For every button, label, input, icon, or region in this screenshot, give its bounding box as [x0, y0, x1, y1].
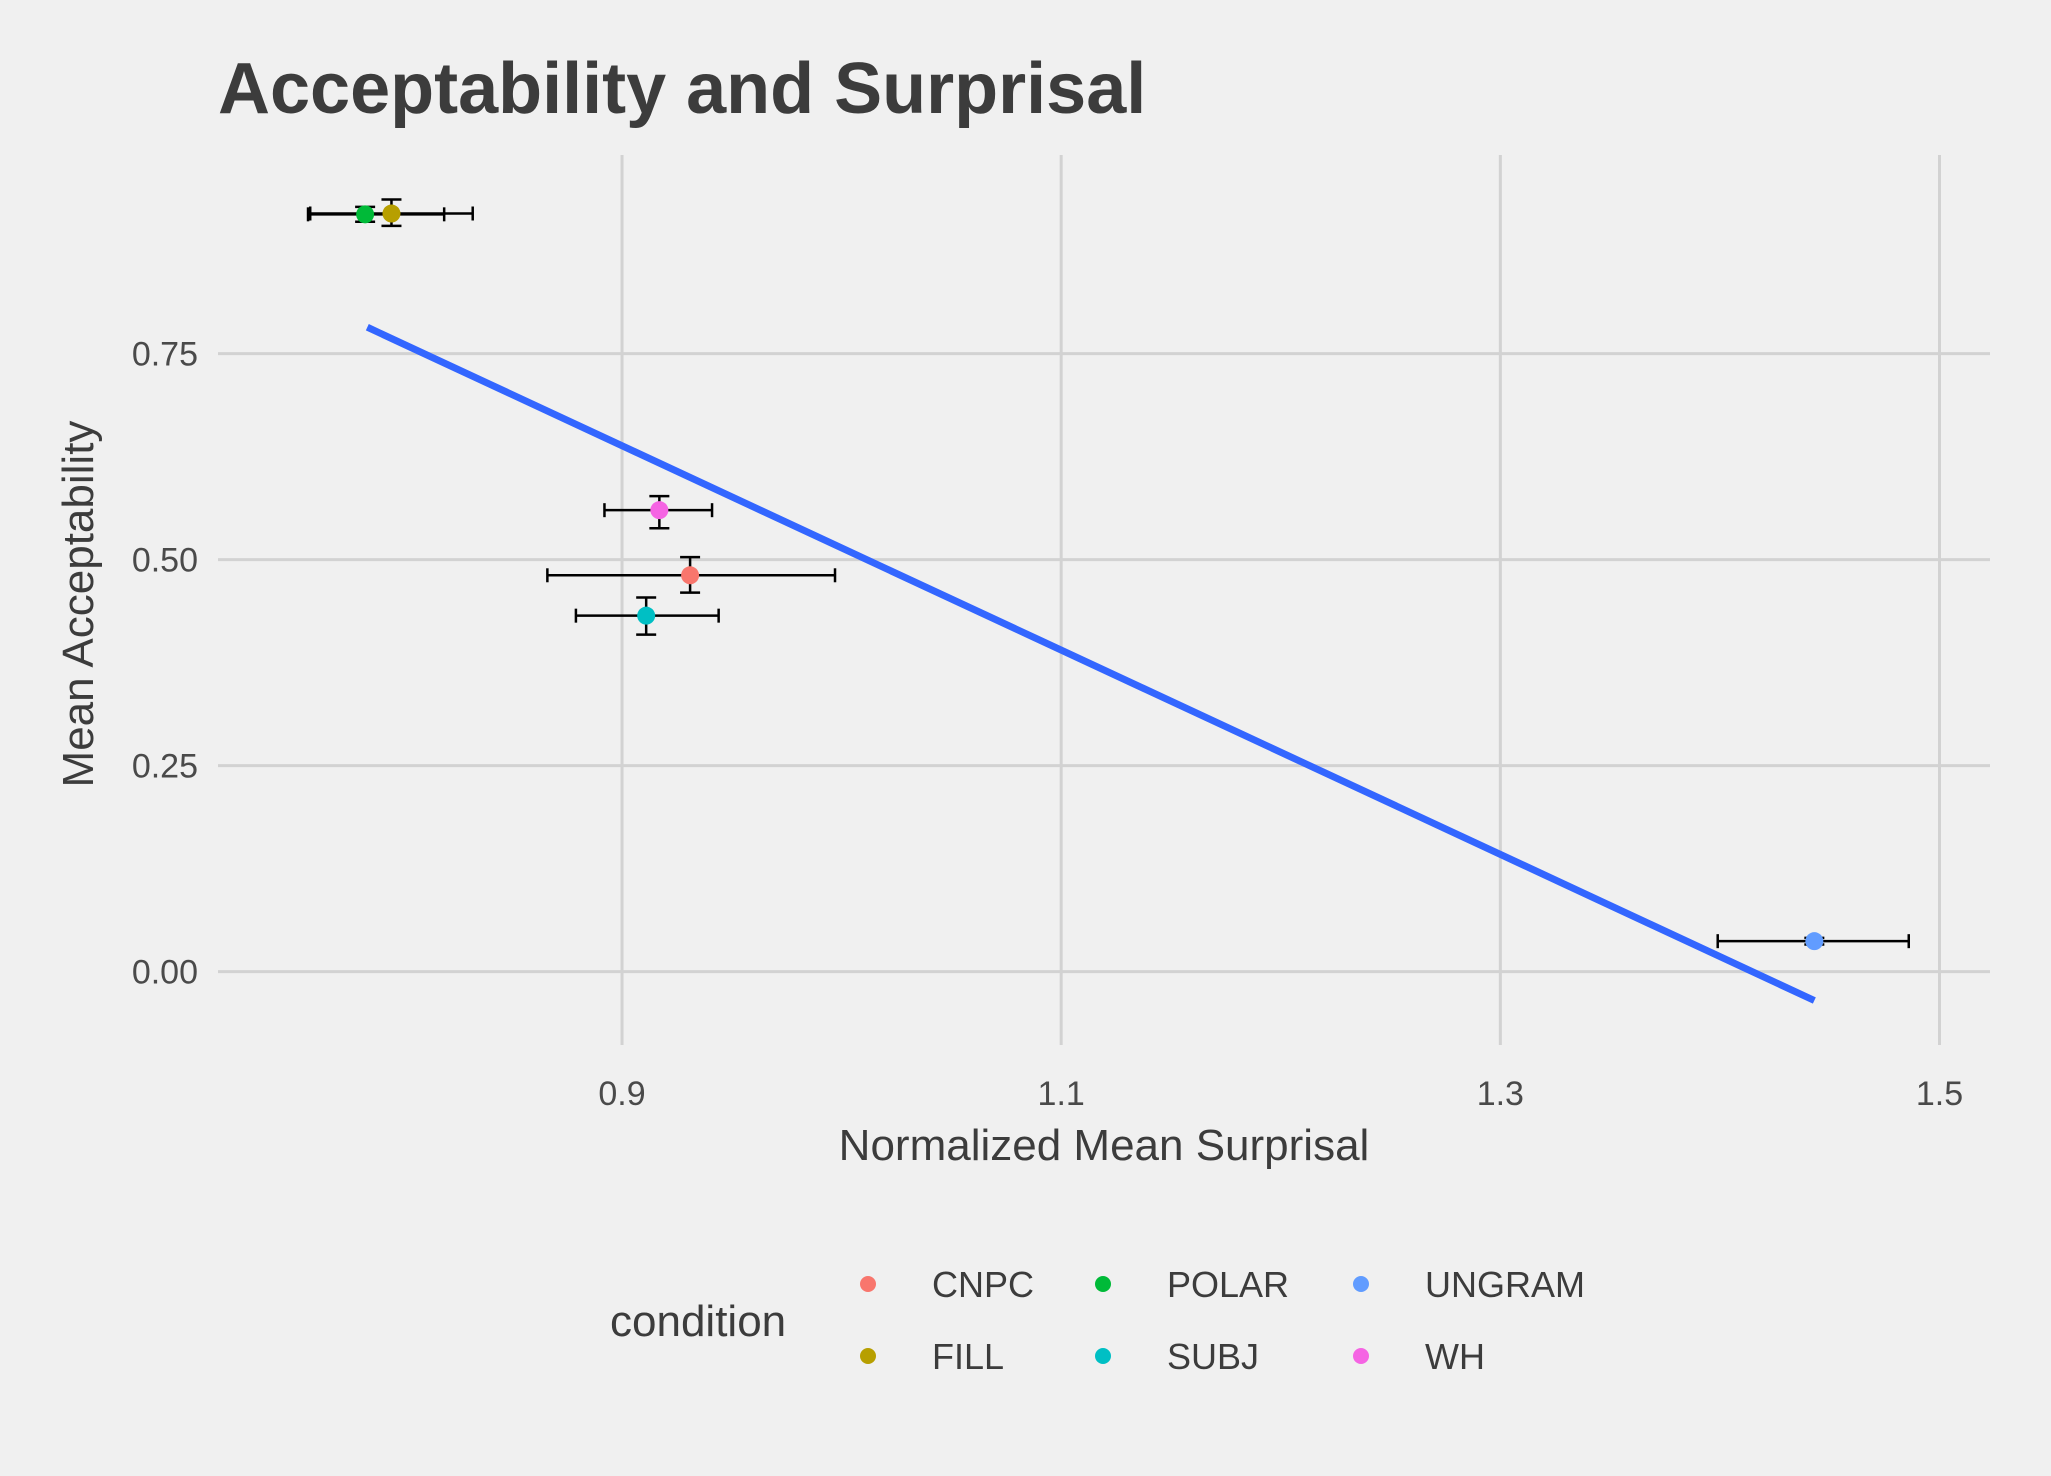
- legend-label: UNGRAM: [1425, 1264, 1585, 1305]
- legend: condition CNPC FILL POLAR SUBJ UNGRAM WH: [610, 1264, 1585, 1377]
- point-fill: [382, 204, 401, 223]
- point-wh: [650, 501, 669, 520]
- legend-label: FILL: [932, 1336, 1004, 1377]
- legend-item-cnpc: CNPC: [860, 1264, 1034, 1305]
- legend-item-ungram: UNGRAM: [1353, 1264, 1585, 1305]
- legend-label: CNPC: [932, 1264, 1034, 1305]
- x-tick-label: 1.1: [1038, 1075, 1085, 1113]
- legend-title: condition: [610, 1297, 786, 1346]
- x-tick-label: 1.3: [1477, 1075, 1524, 1113]
- point-cnpc: [681, 566, 700, 585]
- y-tick-label: 0.00: [132, 954, 198, 992]
- legend-key-ungram: [1353, 1276, 1369, 1292]
- legend-label: SUBJ: [1167, 1336, 1259, 1377]
- error-bar-polar: [306, 205, 446, 223]
- legend-key-wh: [1353, 1348, 1369, 1364]
- y-tick-label: 0.75: [132, 336, 198, 374]
- legend-key-subj: [1095, 1348, 1111, 1364]
- fit-line-layer: [365, 324, 1816, 1004]
- point-subj: [637, 606, 656, 625]
- legend-item-polar: POLAR: [1095, 1264, 1289, 1305]
- y-axis-ticks: 0.00 0.25 0.50 0.75: [132, 336, 198, 992]
- x-tick-label: 1.5: [1916, 1075, 1963, 1113]
- legend-label: POLAR: [1167, 1264, 1289, 1305]
- legend-key-fill: [860, 1348, 876, 1364]
- point-polar: [356, 205, 375, 224]
- fit-line: [365, 324, 1816, 1004]
- legend-key-polar: [1095, 1276, 1111, 1292]
- legend-item-fill: FILL: [860, 1336, 1004, 1377]
- point-ungram: [1805, 932, 1824, 951]
- x-axis-title: Normalized Mean Surprisal: [839, 1121, 1370, 1170]
- legend-item-wh: WH: [1353, 1336, 1485, 1377]
- legend-label: WH: [1425, 1336, 1485, 1377]
- data-points: [356, 204, 1824, 951]
- x-tick-label: 0.9: [598, 1075, 645, 1113]
- legend-key-cnpc: [860, 1276, 876, 1292]
- chart-title: Acceptability and Surprisal: [218, 49, 1146, 129]
- x-axis-ticks: 0.9 1.1 1.3 1.5: [598, 1075, 1963, 1113]
- grid-lines: [218, 155, 1990, 1045]
- legend-item-subj: SUBJ: [1095, 1336, 1259, 1377]
- error-bars: [306, 198, 1911, 949]
- legend-items: CNPC FILL POLAR SUBJ UNGRAM WH: [860, 1264, 1585, 1377]
- y-tick-label: 0.50: [132, 542, 198, 580]
- y-tick-label: 0.25: [132, 748, 198, 786]
- y-axis-title: Mean Acceptability: [54, 421, 103, 788]
